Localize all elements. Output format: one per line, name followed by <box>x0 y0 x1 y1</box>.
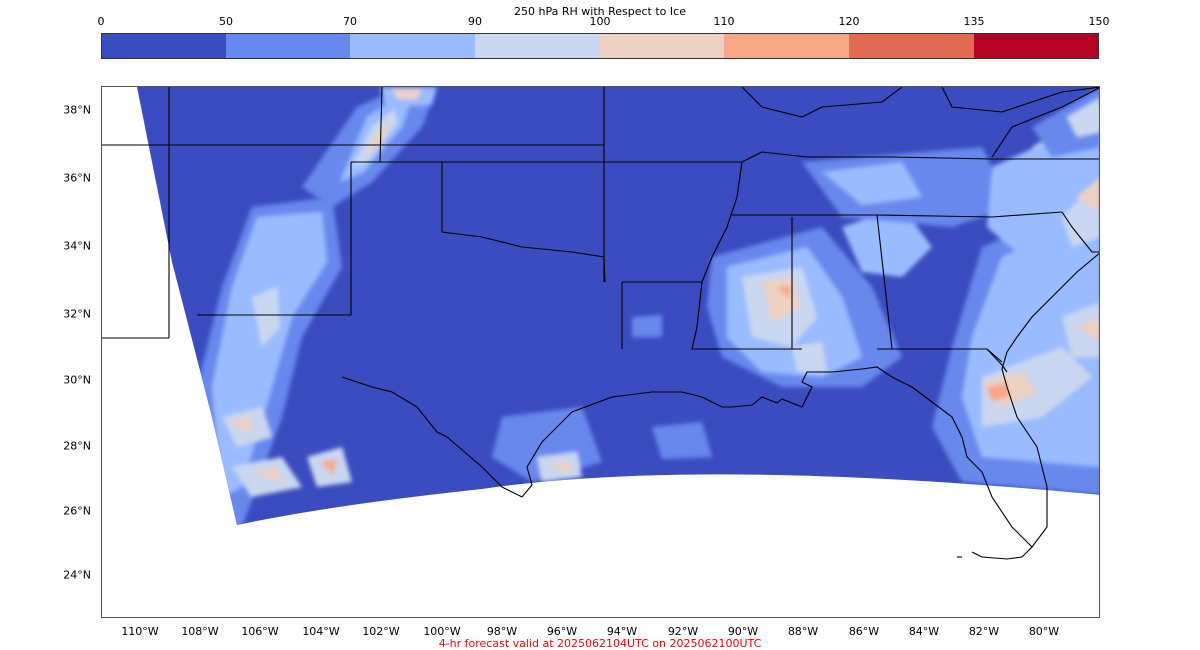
rh-gulf-patches <box>492 315 712 482</box>
longitude-label: 110°W <box>121 625 159 638</box>
longitude-label: 84°W <box>908 625 940 638</box>
rh-northeast <box>1032 87 1099 157</box>
colorbar-segment-70-90 <box>350 33 475 59</box>
colorbar-tick-label: 90 <box>468 15 482 28</box>
colorbar-segment-120-135 <box>849 33 974 59</box>
colorbar-tick-label: 135 <box>963 15 985 28</box>
longitude-label: 94°W <box>606 625 638 638</box>
colorbar-segment-90-100 <box>475 33 600 59</box>
longitude-label: 104°W <box>302 625 340 638</box>
longitude-label: 100°W <box>423 625 461 638</box>
state-borders <box>102 87 1099 373</box>
longitude-label: 98°W <box>486 625 518 638</box>
colorbar-tick-label: 0 <box>97 15 105 28</box>
longitude-label: 102°W <box>362 625 400 638</box>
longitude-label: 86°W <box>848 625 880 638</box>
colorbar-segment-50-70 <box>226 33 350 59</box>
longitude-label: 92°W <box>667 625 699 638</box>
colorbar-tick-label: 50 <box>219 15 233 28</box>
rh-mississippi-valley <box>707 147 1012 387</box>
longitude-label: 108°W <box>181 625 219 638</box>
latitude-label: 34°N <box>63 239 91 253</box>
latitude-label: 24°N <box>63 568 91 582</box>
colorbar-segment-0-50 <box>101 33 226 59</box>
map-svg <box>102 87 1099 560</box>
colorbar-tick-label: 150 <box>1088 15 1110 28</box>
forecast-valid-caption: 4-hr forecast valid at 2025062104UTC on … <box>438 637 762 650</box>
longitude-label: 106°W <box>241 625 279 638</box>
colorbar-tick-label: 120 <box>838 15 860 28</box>
colorbar-segment-100-110 <box>600 33 724 59</box>
longitude-label: 82°W <box>968 625 1000 638</box>
colorbar-tick-label: 70 <box>343 15 357 28</box>
latitude-label: 26°N <box>63 504 91 518</box>
longitude-label: 90°W <box>727 625 759 638</box>
longitude-label: 80°W <box>1028 625 1060 638</box>
latitude-label: 30°N <box>63 373 91 387</box>
latitude-label: 32°N <box>63 307 91 321</box>
latitude-label: 38°N <box>63 103 91 117</box>
colorbar-segment-110-120 <box>724 33 849 59</box>
colorbar-title: 250 hPa RH with Respect to Ice <box>514 5 686 18</box>
longitude-label: 88°W <box>787 625 819 638</box>
latitude-label: 36°N <box>63 171 91 185</box>
rh-plume-new-mexico <box>302 87 437 207</box>
coastline <box>341 252 1099 560</box>
colorbar-segment-135-150 <box>974 33 1099 59</box>
rh-atlantic-coast <box>932 107 1099 495</box>
rh-band-southwest <box>197 197 352 525</box>
longitude-label: 96°W <box>546 625 578 638</box>
colorbar-tick-label: 100 <box>589 15 611 28</box>
rh-field <box>197 87 1099 525</box>
map-panel <box>101 86 1100 618</box>
latitude-label: 28°N <box>63 439 91 453</box>
colorbar-tick-label: 110 <box>713 15 735 28</box>
